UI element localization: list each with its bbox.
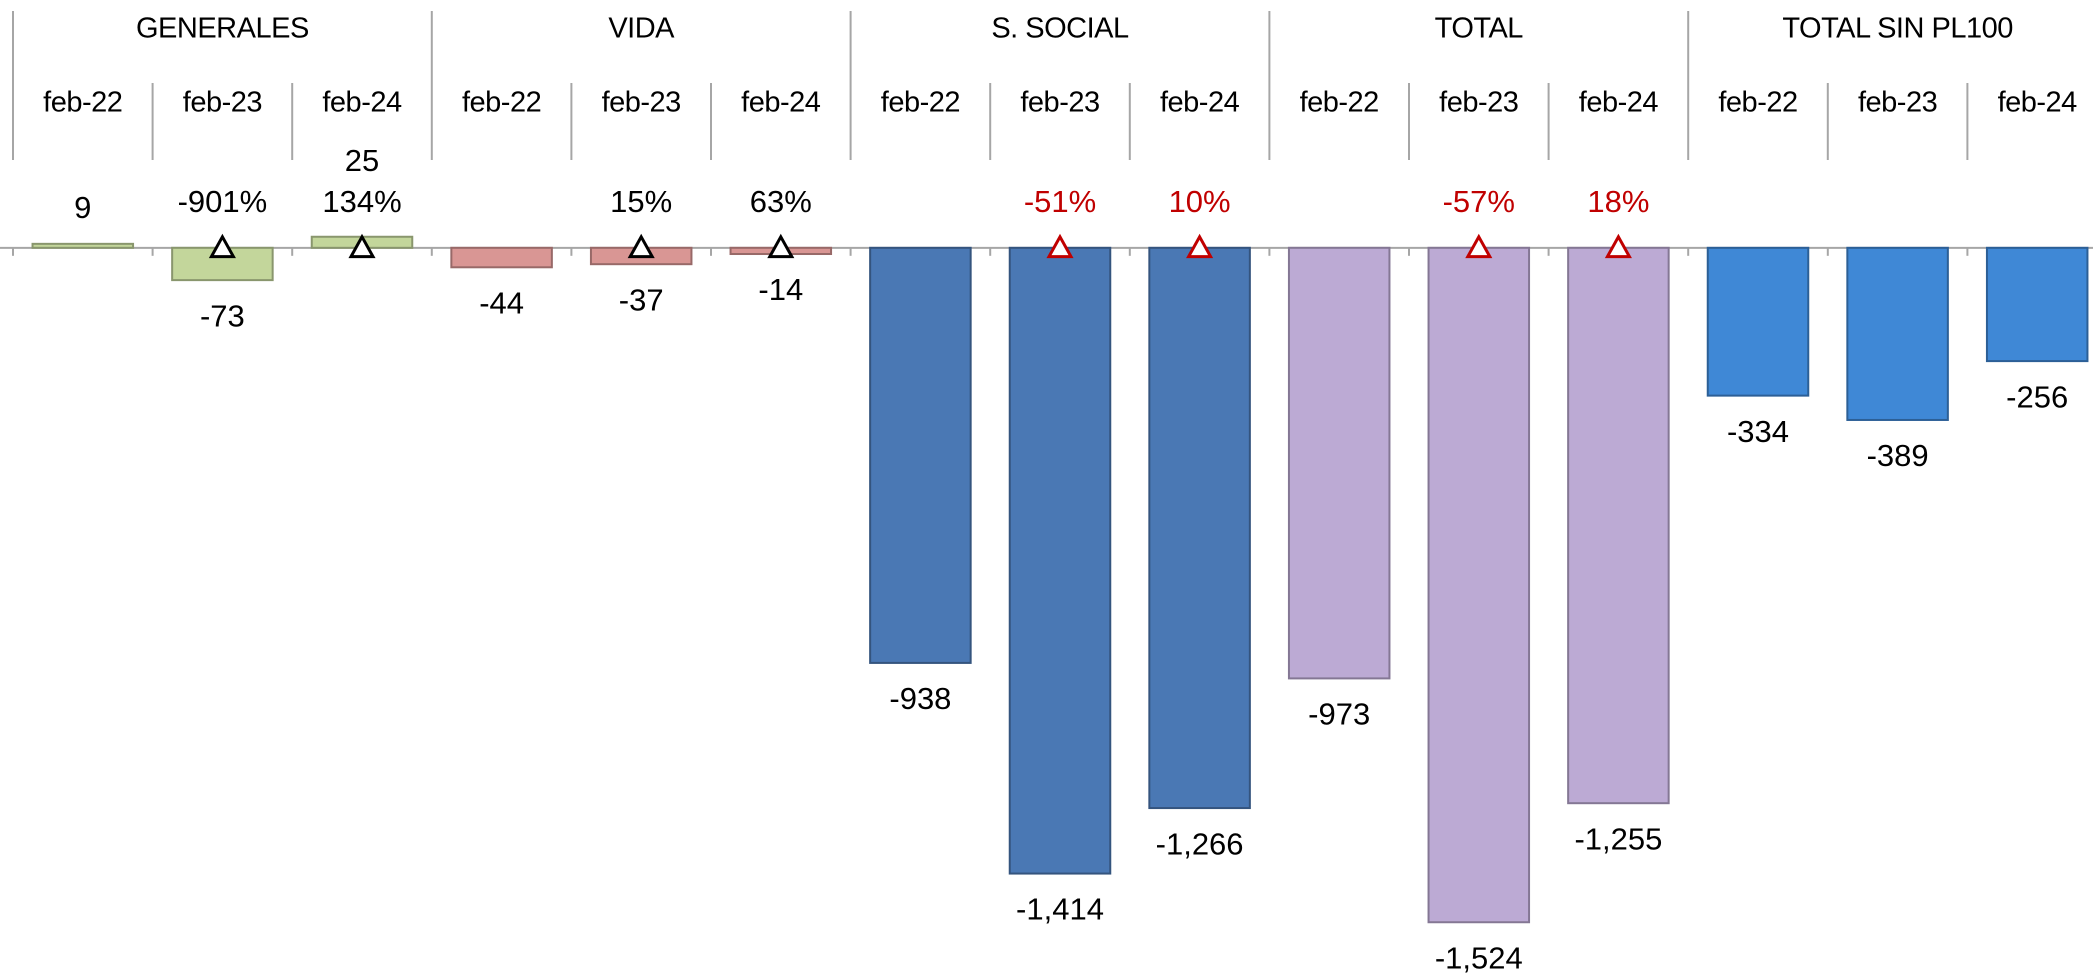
value-label: -389 (1867, 438, 1929, 473)
period-label: feb-24 (322, 87, 402, 119)
bar (1706, 246, 1810, 397)
value-label: -73 (200, 298, 245, 333)
group-label: S. SOCIAL (991, 13, 1129, 45)
bar (1567, 246, 1670, 805)
value-label: -1,266 (1156, 826, 1244, 861)
bar (869, 246, 972, 664)
value-label: -44 (479, 285, 524, 320)
change-label: 10% (1169, 184, 1231, 219)
change-label: 134% (322, 184, 401, 219)
change-marker (1604, 233, 1632, 259)
group-label: GENERALES (136, 13, 309, 45)
bar (1846, 246, 1949, 421)
change-marker (767, 233, 795, 259)
period-label: feb-24 (1579, 87, 1659, 119)
value-label: -1,255 (1574, 821, 1662, 856)
bar (1008, 246, 1112, 875)
bar (31, 242, 135, 249)
change-marker (1465, 233, 1493, 259)
period-label: feb-24 (1160, 87, 1240, 119)
change-label: -51% (1024, 184, 1096, 219)
period-label: feb-24 (1998, 87, 2078, 119)
period-label: feb-22 (43, 87, 122, 119)
value-label: -1,414 (1016, 892, 1104, 927)
change-marker (208, 233, 236, 259)
change-marker (627, 233, 655, 259)
period-label: feb-23 (183, 87, 262, 119)
period-label: feb-23 (602, 87, 681, 119)
group-label: TOTAL (1435, 13, 1524, 45)
change-label: 18% (1587, 184, 1649, 219)
period-label: feb-22 (462, 87, 541, 119)
value-label: -256 (2006, 379, 2068, 414)
period-label: feb-23 (1439, 87, 1518, 119)
group-label: TOTAL SIN PL100 (1782, 13, 2013, 45)
change-marker (1186, 233, 1214, 259)
period-label: feb-24 (741, 87, 821, 119)
value-label: -14 (758, 272, 803, 307)
period-label: feb-22 (881, 87, 960, 119)
period-label: feb-22 (1718, 87, 1797, 119)
bar (1427, 246, 1531, 924)
value-label: -334 (1727, 414, 1789, 449)
change-label: -901% (178, 184, 268, 219)
period-label: feb-23 (1020, 87, 1099, 119)
change-marker (1046, 233, 1074, 259)
bar (450, 246, 553, 269)
bar (1148, 246, 1251, 810)
bar (1287, 246, 1391, 680)
change-label: 15% (610, 184, 672, 219)
value-label: 9 (74, 190, 91, 225)
value-label: -1,524 (1435, 940, 1523, 975)
group-label: VIDA (608, 13, 675, 45)
change-label: -57% (1443, 184, 1515, 219)
period-label: feb-23 (1858, 87, 1937, 119)
change-marker (348, 233, 376, 259)
value-label: -938 (889, 681, 951, 716)
period-label: feb-22 (1300, 87, 1379, 119)
value-label: 25 (345, 143, 379, 178)
value-label: -37 (619, 282, 664, 317)
change-label: 63% (750, 184, 812, 219)
bar (1985, 246, 2089, 363)
value-label: -973 (1308, 697, 1370, 732)
